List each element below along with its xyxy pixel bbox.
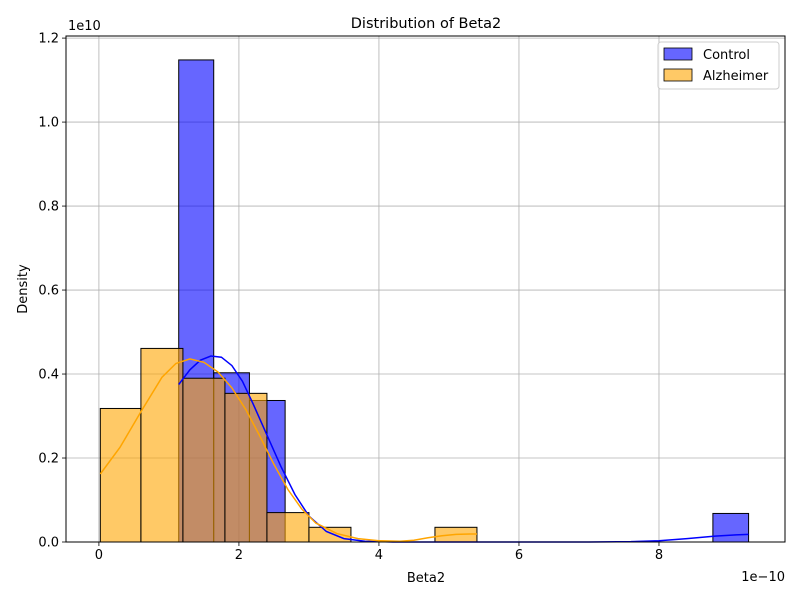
- bar-alzheimer: [99, 407, 142, 543]
- bars-layer: [99, 59, 750, 543]
- x-tick-label: 8: [655, 548, 663, 563]
- x-tick-label: 2: [235, 548, 243, 563]
- legend: Control Alzheimer: [657, 41, 780, 90]
- ticks-layer: 0 2 4 6 8 0.0 0.2 0.4 0.6 0.8 1.0 1.2: [38, 32, 663, 563]
- y-tick-label: 0.8: [38, 200, 59, 215]
- bar-alzheimer: [224, 392, 268, 543]
- legend-label-alzheimer: Alzheimer: [703, 69, 769, 84]
- y-tick-label: 1.0: [38, 116, 59, 131]
- y-axis-label: Density: [16, 264, 31, 314]
- legend-label-control: Control: [703, 48, 750, 63]
- bar-control: [712, 512, 750, 543]
- y-tick-label: 0.2: [38, 452, 59, 467]
- y-tick-label: 0.0: [38, 536, 59, 551]
- x-tick-label: 0: [95, 548, 103, 563]
- kde-line-control: [178, 355, 749, 543]
- plot-frame: [65, 35, 786, 543]
- y-tick-label: 0.6: [38, 284, 59, 299]
- y-offset-label: 1e10: [68, 19, 101, 34]
- x-tick-label: 4: [375, 548, 383, 563]
- x-axis-label: Beta2: [407, 571, 445, 586]
- legend-swatch-alzheimer: [663, 68, 693, 82]
- legend-swatch-control: [663, 47, 693, 61]
- chart-title: Distribution of Beta2: [351, 16, 501, 32]
- x-tick-label: 6: [515, 548, 523, 563]
- kde-layer: [99, 355, 749, 543]
- y-tick-label: 1.2: [38, 32, 59, 47]
- kde-line-alzheimer: [99, 358, 477, 542]
- bar-alzheimer: [182, 377, 226, 543]
- bar-alzheimer: [266, 512, 310, 543]
- y-tick-label: 0.4: [38, 368, 59, 383]
- x-offset-label: 1e−10: [741, 570, 785, 585]
